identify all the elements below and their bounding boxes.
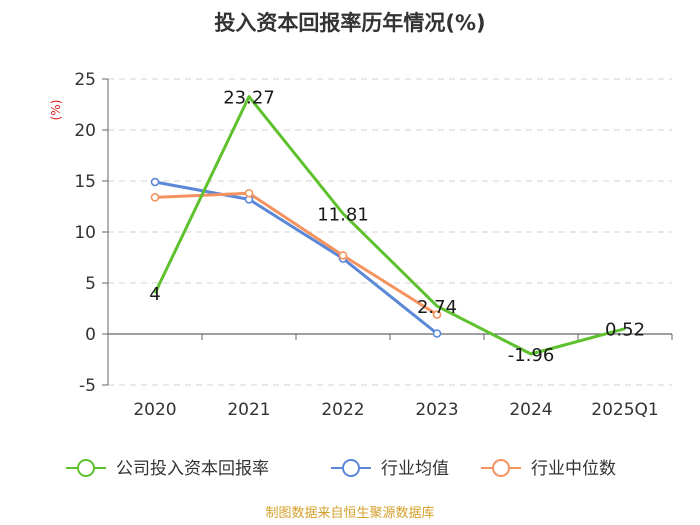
x-tick-label: 2021 [227, 400, 270, 420]
x-tick-label: 2025Q1 [591, 400, 658, 420]
chart-title: 投入资本回报率历年情况(%) [214, 11, 485, 35]
y-tick-label: 25 [74, 70, 96, 90]
legend-marker [77, 459, 95, 477]
x-tick-label: 2020 [133, 400, 176, 420]
data-label: 0.52 [605, 320, 645, 341]
legend-marker [342, 459, 360, 477]
legend-label: 行业均值 [381, 459, 449, 479]
legend-label: 公司投入资本回报率 [116, 459, 269, 479]
y-tick-label: 10 [74, 223, 96, 243]
series-line [153, 95, 626, 356]
grid-lines [108, 78, 672, 386]
legend: 公司投入资本回报率 行业均值 行业中位数 [66, 459, 616, 479]
y-axis-label: (%) [49, 100, 63, 121]
series-layer [150, 95, 626, 356]
y-tick-label: -5 [79, 376, 96, 396]
series-point [150, 177, 160, 187]
y-tick-label: 5 [85, 274, 96, 294]
series-point [338, 251, 348, 260]
series-point [432, 310, 442, 319]
x-tick-label: 2023 [415, 400, 458, 420]
series-line [154, 180, 438, 335]
series-point [244, 188, 254, 198]
source-note: 制图数据来自恒生聚源数据库 [265, 505, 434, 521]
series-point [432, 329, 442, 338]
data-label: -1.96 [508, 345, 555, 366]
y-tick-label: 20 [74, 121, 96, 141]
data-label: 23.27 [223, 88, 275, 109]
x-tick-label: 2024 [509, 400, 552, 420]
x-tick-label: 2022 [321, 400, 364, 420]
data-label: 11.81 [317, 205, 369, 226]
axes: 25 20 15 10 5 0 -5 2020 2021 2022 2023 2024 2025Q1 [74, 70, 673, 420]
y-tick-label: 15 [74, 172, 96, 192]
series-point [150, 193, 160, 202]
data-label: 4 [149, 284, 160, 305]
y-tick-label: 0 [85, 325, 96, 345]
series-line [154, 191, 438, 316]
data-labels: 4 23.27 11.81 2.74 -1.96 0.52 [149, 88, 645, 366]
legend-label: 行业中位数 [531, 459, 616, 479]
legend-marker [492, 459, 510, 477]
data-label: 2.74 [417, 297, 457, 318]
